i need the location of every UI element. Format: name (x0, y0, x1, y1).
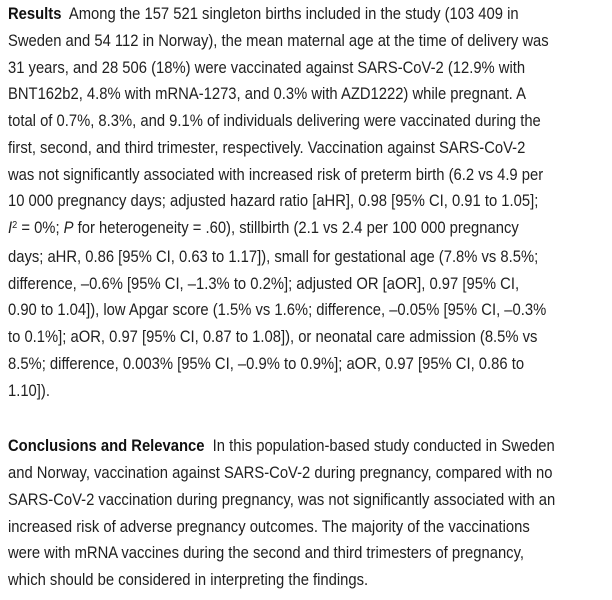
abstract-text-segment: increased risk of adverse pregnancy outc… (8, 516, 530, 536)
abstract-line: 31 years, and 28 506 (18%) were vaccinat… (8, 55, 533, 82)
abstract-line: BNT162b2, 4.8% with mRNA-1273, and 0.3% … (8, 81, 533, 108)
abstract-line: SARS-CoV-2 vaccination during pregnancy,… (8, 487, 555, 514)
abstract-text-segment: = 0%; (17, 218, 64, 237)
abstract-line: difference, –0.6% [95% CI, –1.3% to 0.2%… (8, 271, 533, 298)
abstract-text-segment: total of 0.7%, 8.3%, and 9.1% of individ… (8, 111, 541, 130)
abstract-line: 8.5%; difference, 0.003% [95% CI, –0.9% … (8, 351, 533, 378)
abstract-text-segment: were with mRNA vaccines during the secon… (8, 543, 524, 563)
abstract-line: I2 = 0%; P for heterogeneity = .60), sti… (8, 215, 533, 244)
abstract-text-segment: 2 (12, 219, 18, 232)
abstract-text-segment: which should be considered in interpreti… (8, 570, 369, 589)
conclusions-section: Conclusions and Relevance In this popula… (8, 433, 612, 594)
abstract-text-segment: 1.10]). (8, 380, 50, 400)
abstract-line: increased risk of adverse pregnancy outc… (8, 514, 533, 541)
abstract-line: was not significantly associated with in… (8, 162, 543, 189)
abstract-text-segment: Among the 157 521 singleton births inclu… (61, 4, 519, 23)
section-heading-label: Results (8, 4, 62, 23)
abstract-line: were with mRNA vaccines during the secon… (8, 540, 533, 567)
abstract-text-segment: 0.90 to 1.04]), low Apgar score (1.5% vs… (8, 300, 547, 320)
abstract-text-segment: to 0.1%]; aOR, 0.97 [95% CI, 0.87 to 1.0… (8, 327, 538, 346)
abstract-text-segment: I (8, 218, 13, 237)
abstract-text-segment: 31 years, and 28 506 (18%) were vaccinat… (8, 57, 526, 77)
abstract-text-segment: In this population-based study conducted… (204, 436, 555, 456)
abstract-line: 0.90 to 1.04]), low Apgar score (1.5% vs… (8, 297, 546, 324)
abstract-text-segment: and Norway, vaccination against SARS-CoV… (8, 463, 553, 482)
abstract-line: to 0.1%]; aOR, 0.97 [95% CI, 0.87 to 1.0… (8, 324, 537, 351)
abstract-text-segment: was not significantly associated with in… (8, 164, 544, 184)
abstract-line: Results Among the 157 521 singleton birt… (8, 1, 533, 28)
abstract-text-segment: days; aHR, 0.86 [95% CI, 0.63 to 1.17]),… (8, 246, 539, 266)
abstract-text-segment: SARS-CoV-2 vaccination during pregnancy,… (8, 489, 556, 509)
abstract-line: first, second, and third trimester, resp… (8, 135, 533, 162)
abstract-text-segment: 8.5%; difference, 0.003% [95% CI, –0.9% … (8, 353, 525, 373)
abstract-line: Sweden and 54 112 in Norway), the mean m… (8, 28, 549, 55)
section-heading-label: Conclusions and Relevance (8, 436, 205, 456)
results-section: Results Among the 157 521 singleton birt… (8, 1, 612, 404)
abstract-text-segment: difference, –0.6% [95% CI, –1.3% to 0.2%… (8, 273, 520, 293)
abstract-text-segment: Sweden and 54 112 in Norway), the mean m… (8, 30, 549, 50)
abstract-line: Conclusions and Relevance In this popula… (8, 433, 555, 460)
abstract-text-segment: 10 000 pregnancy days; adjusted hazard r… (8, 191, 539, 211)
abstract-line: days; aHR, 0.86 [95% CI, 0.63 to 1.17]),… (8, 244, 538, 271)
abstract-line: total of 0.7%, 8.3%, and 9.1% of individ… (8, 108, 541, 135)
abstract-text-segment: P (63, 218, 74, 237)
abstract-line: and Norway, vaccination against SARS-CoV… (8, 460, 553, 487)
abstract-text-segment: BNT162b2, 4.8% with mRNA-1273, and 0.3% … (8, 84, 526, 104)
abstract-line: which should be considered in interpreti… (8, 567, 533, 594)
abstract-line: 1.10]). (8, 378, 533, 405)
abstract-text-segment: first, second, and third trimester, resp… (8, 137, 526, 157)
abstract-line: 10 000 pregnancy days; adjusted hazard r… (8, 188, 538, 215)
abstract-text-segment: for heterogeneity = .60), stillbirth (2.… (73, 218, 519, 237)
